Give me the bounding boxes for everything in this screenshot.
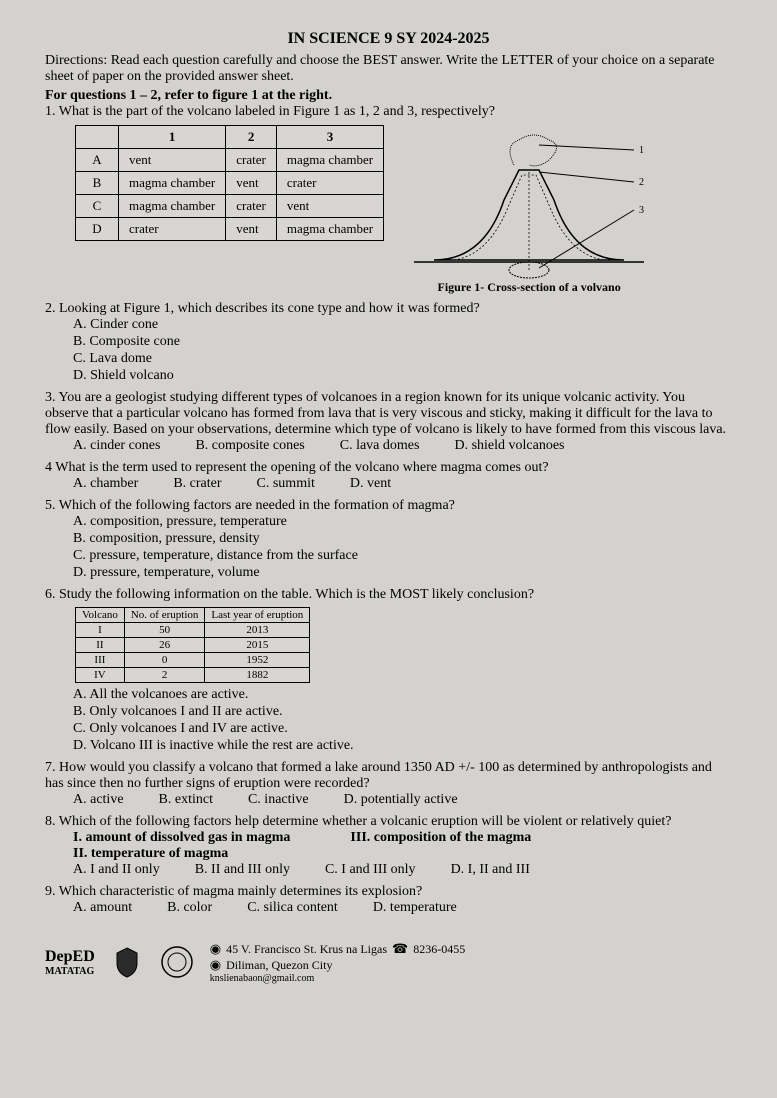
question-4: 4 What is the term used to represent the… — [45, 460, 732, 492]
q8-roman-iii: III. composition of the magma — [350, 830, 531, 862]
q5-opt-d: D. pressure, temperature, volume — [73, 565, 732, 581]
location-icon: ◉ — [210, 941, 221, 957]
building-icon: ◉ — [210, 957, 221, 973]
q9-opt-a: A. amount — [73, 900, 132, 916]
for-note: For questions 1 – 2, refer to figure 1 a… — [45, 88, 732, 104]
q6-opt-b: B. Only volcanoes I and II are active. — [73, 704, 732, 720]
q7-text: 7. How would you classify a volcano that… — [45, 760, 732, 792]
q6-data-table: VolcanoNo. of eruptionLast year of erupt… — [75, 607, 310, 683]
directions-text: Directions: Read each question carefully… — [45, 53, 732, 85]
deped-logo: DepED — [45, 948, 95, 966]
q2-opt-d: D. Shield volcano — [73, 368, 732, 384]
q9-text: 9. Which characteristic of magma mainly … — [45, 884, 732, 900]
volcano-diagram-icon: 1 2 3 — [404, 120, 654, 280]
q5-text: 5. Which of the following factors are ne… — [45, 498, 732, 514]
svg-text:3: 3 — [639, 205, 644, 216]
q4-opt-c: C. summit — [257, 476, 315, 492]
q2-opt-c: C. Lava dome — [73, 351, 732, 367]
question-1: 1. What is the part of the volcano label… — [45, 104, 732, 295]
q7-opt-c: C. inactive — [248, 792, 309, 808]
q4-opt-b: B. crater — [173, 476, 221, 492]
q1-answer-table: 1 2 3 Aventcratermagma chamber Bmagma ch… — [75, 125, 384, 241]
svg-text:1: 1 — [639, 145, 644, 156]
q6-opt-d: D. Volcano III is inactive while the res… — [73, 738, 732, 754]
q3-opt-c: C. lava domes — [340, 438, 420, 454]
q8-text: 8. Which of the following factors help d… — [45, 814, 732, 830]
q5-opt-a: A. composition, pressure, temperature — [73, 514, 732, 530]
question-6: 6. Study the following information on th… — [45, 587, 732, 754]
footer-phone: 8236-0455 — [413, 942, 465, 957]
q5-opt-c: C. pressure, temperature, distance from … — [73, 548, 732, 564]
q4-text: 4 What is the term used to represent the… — [45, 460, 732, 476]
footer-email: knslienabaon@gmail.com — [210, 973, 314, 984]
svg-text:2: 2 — [639, 177, 644, 188]
question-2: 2. Looking at Figure 1, which describes … — [45, 301, 732, 384]
question-7: 7. How would you classify a volcano that… — [45, 760, 732, 808]
q7-opt-b: B. extinct — [159, 792, 213, 808]
q8-roman-i: I. amount of dissolved gas in magma — [73, 830, 290, 846]
q1-text: 1. What is the part of the volcano label… — [45, 104, 732, 120]
page-footer: DepED MATATAG ◉ 45 V. Francisco St. Krus… — [45, 941, 732, 984]
q3-opt-a: A. cinder cones — [73, 438, 160, 454]
q3-opt-d: D. shield volcanoes — [454, 438, 564, 454]
footer-address: 45 V. Francisco St. Krus na Ligas — [226, 942, 387, 957]
figure-1: 1 2 3 Figure 1- Cross-section of a volva… — [404, 120, 654, 295]
q4-opt-d: D. vent — [350, 476, 391, 492]
q6-text: 6. Study the following information on th… — [45, 587, 732, 603]
q8-opt-d: D. I, II and III — [451, 862, 530, 878]
q9-opt-d: D. temperature — [373, 900, 457, 916]
q8-opt-c: C. I and III only — [325, 862, 416, 878]
question-3: 3. You are a geologist studying differen… — [45, 390, 732, 454]
q9-opt-c: C. silica content — [247, 900, 338, 916]
q8-opt-a: A. I and II only — [73, 862, 160, 878]
q3-opt-b: B. composite cones — [195, 438, 304, 454]
q7-opt-a: A. active — [73, 792, 124, 808]
page-title: IN SCIENCE 9 SY 2024-2025 — [45, 30, 732, 48]
q5-opt-b: B. composition, pressure, density — [73, 531, 732, 547]
figure-caption: Figure 1- Cross-section of a volvano — [404, 280, 654, 295]
matatag-label: MATATAG — [45, 966, 95, 977]
q2-text: 2. Looking at Figure 1, which describes … — [45, 301, 732, 317]
q8-opt-b: B. II and III only — [195, 862, 290, 878]
question-5: 5. Which of the following factors are ne… — [45, 498, 732, 581]
q9-opt-b: B. color — [167, 900, 212, 916]
question-8: 8. Which of the following factors help d… — [45, 814, 732, 878]
q7-opt-d: D. potentially active — [344, 792, 458, 808]
q3-text: 3. You are a geologist studying differen… — [45, 390, 732, 438]
q6-opt-c: C. Only volcanoes I and IV are active. — [73, 721, 732, 737]
q6-opt-a: A. All the volcanoes are active. — [73, 687, 732, 703]
footer-city: Diliman, Quezon City — [226, 958, 332, 973]
q8-roman-ii: II. temperature of magma — [73, 846, 290, 862]
q2-opt-a: A. Cinder cone — [73, 317, 732, 333]
seal-icon — [160, 945, 195, 980]
shield-icon — [110, 945, 145, 980]
q2-opt-b: B. Composite cone — [73, 334, 732, 350]
question-9: 9. Which characteristic of magma mainly … — [45, 884, 732, 916]
phone-icon: ☎ — [392, 941, 408, 957]
q4-opt-a: A. chamber — [73, 476, 138, 492]
